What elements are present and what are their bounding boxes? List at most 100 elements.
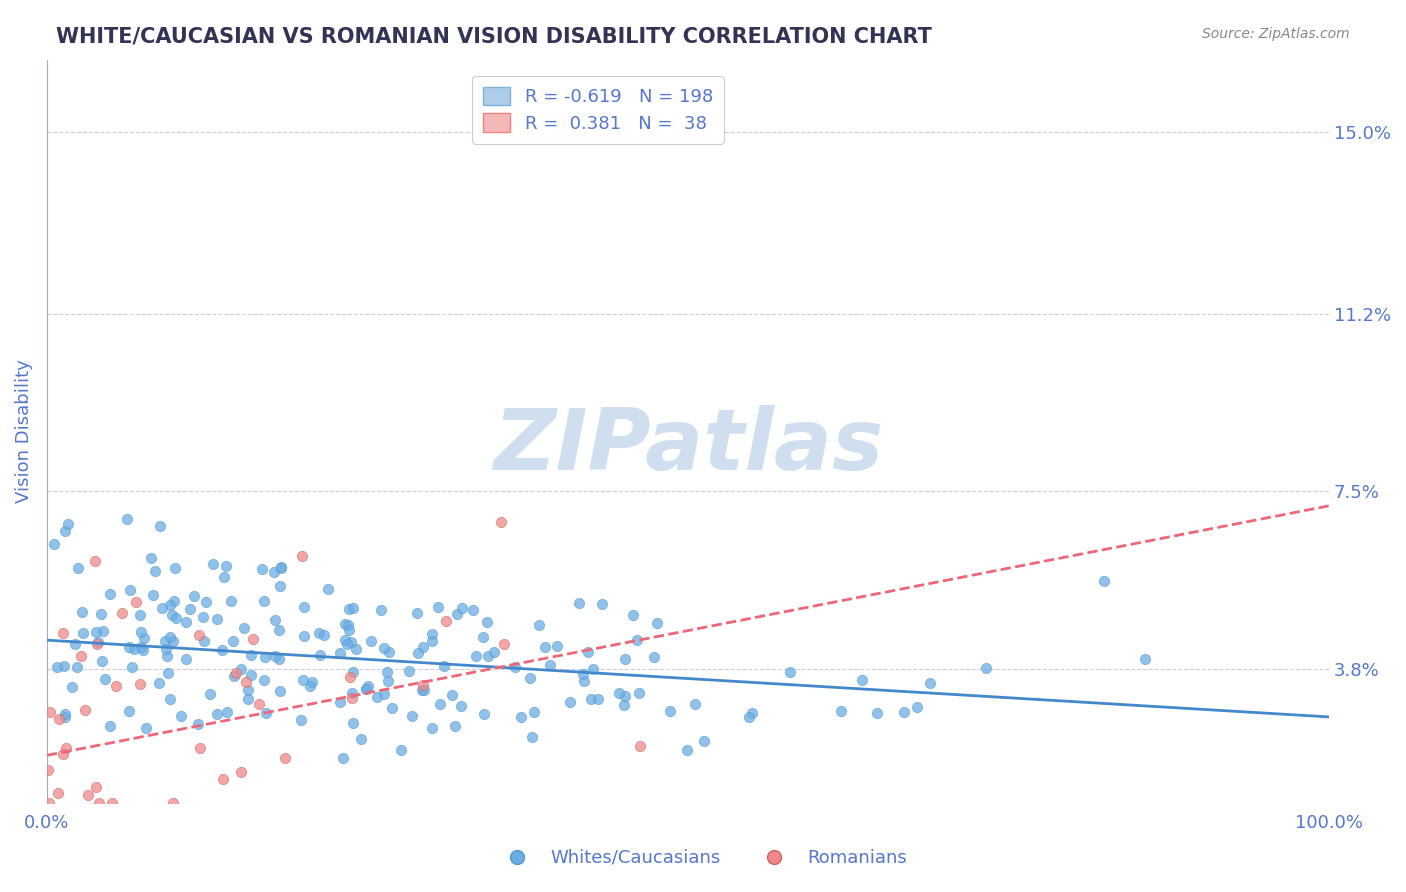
Whites/Caucasians bbox=[67, 560, 90, 574]
Whites/Caucasians bbox=[586, 691, 609, 706]
Whites/Caucasians bbox=[465, 648, 488, 663]
Whites/Caucasians bbox=[613, 651, 636, 665]
Whites/Caucasians bbox=[263, 613, 285, 627]
Whites/Caucasians bbox=[187, 717, 209, 731]
Romanians bbox=[39, 705, 62, 719]
Whites/Caucasians bbox=[1092, 574, 1115, 588]
Whites/Caucasians bbox=[482, 645, 505, 659]
Whites/Caucasians bbox=[830, 704, 852, 718]
Whites/Caucasians bbox=[53, 524, 76, 538]
Whites/Caucasians bbox=[420, 633, 443, 648]
Whites/Caucasians bbox=[522, 730, 544, 744]
Whites/Caucasians bbox=[308, 648, 330, 662]
Whites/Caucasians bbox=[389, 742, 412, 756]
Whites/Caucasians bbox=[429, 697, 451, 711]
Romanians bbox=[242, 632, 264, 646]
Whites/Caucasians bbox=[398, 664, 420, 678]
Whites/Caucasians bbox=[252, 673, 274, 687]
Whites/Caucasians bbox=[329, 646, 352, 660]
Whites/Caucasians bbox=[98, 718, 121, 732]
Romanians bbox=[124, 595, 146, 609]
Whites/Caucasians bbox=[129, 608, 152, 623]
Whites/Caucasians bbox=[546, 639, 568, 653]
Whites/Caucasians bbox=[333, 632, 356, 647]
Whites/Caucasians bbox=[239, 648, 262, 662]
Whites/Caucasians bbox=[253, 594, 276, 608]
Whites/Caucasians bbox=[269, 684, 291, 698]
Romanians bbox=[187, 628, 209, 642]
Whites/Caucasians bbox=[920, 676, 942, 690]
Whites/Caucasians bbox=[214, 569, 236, 583]
Whites/Caucasians bbox=[162, 607, 184, 622]
Whites/Caucasians bbox=[571, 667, 593, 681]
Whites/Caucasians bbox=[519, 671, 541, 685]
Whites/Caucasians bbox=[200, 687, 222, 701]
Text: WHITE/CAUCASIAN VS ROMANIAN VISION DISABILITY CORRELATION CHART: WHITE/CAUCASIAN VS ROMANIAN VISION DISAB… bbox=[56, 27, 932, 46]
Whites/Caucasians bbox=[893, 706, 915, 720]
Whites/Caucasians bbox=[1133, 652, 1156, 666]
Whites/Caucasians bbox=[169, 708, 191, 723]
Whites/Caucasians bbox=[370, 602, 392, 616]
Romanians bbox=[69, 648, 91, 663]
Text: ZIPatlas: ZIPatlas bbox=[494, 405, 883, 488]
Romanians bbox=[188, 740, 211, 755]
Whites/Caucasians bbox=[411, 683, 433, 698]
Whites/Caucasians bbox=[412, 640, 434, 654]
Romanians bbox=[38, 797, 60, 811]
Whites/Caucasians bbox=[72, 626, 94, 640]
Romanians bbox=[104, 679, 127, 693]
Whites/Caucasians bbox=[219, 593, 242, 607]
Whites/Caucasians bbox=[432, 658, 454, 673]
Whites/Caucasians bbox=[193, 634, 215, 648]
Whites/Caucasians bbox=[156, 649, 179, 664]
Whites/Caucasians bbox=[239, 667, 262, 681]
Whites/Caucasians bbox=[267, 651, 290, 665]
Whites/Caucasians bbox=[446, 607, 468, 621]
Whites/Caucasians bbox=[179, 601, 201, 615]
Whites/Caucasians bbox=[60, 680, 83, 694]
Whites/Caucasians bbox=[132, 631, 155, 645]
Whites/Caucasians bbox=[866, 706, 889, 720]
Whites/Caucasians bbox=[162, 633, 184, 648]
Whites/Caucasians bbox=[84, 624, 107, 639]
Whites/Caucasians bbox=[120, 582, 142, 597]
Whites/Caucasians bbox=[406, 647, 429, 661]
Whites/Caucasians bbox=[90, 607, 112, 621]
Whites/Caucasians bbox=[270, 560, 292, 574]
Text: Source: ZipAtlas.com: Source: ZipAtlas.com bbox=[1202, 27, 1350, 41]
Whites/Caucasians bbox=[612, 698, 634, 712]
Whites/Caucasians bbox=[292, 599, 315, 614]
Whites/Caucasians bbox=[356, 681, 378, 696]
Whites/Caucasians bbox=[381, 700, 404, 714]
Whites/Caucasians bbox=[155, 642, 177, 657]
Whites/Caucasians bbox=[538, 657, 561, 672]
Romanians bbox=[339, 670, 361, 684]
Whites/Caucasians bbox=[53, 709, 76, 723]
Whites/Caucasians bbox=[66, 660, 89, 674]
Whites/Caucasians bbox=[129, 624, 152, 639]
Whites/Caucasians bbox=[332, 751, 354, 765]
Whites/Caucasians bbox=[426, 599, 449, 614]
Whites/Caucasians bbox=[420, 721, 443, 735]
Whites/Caucasians bbox=[337, 623, 360, 637]
Whites/Caucasians bbox=[292, 629, 315, 643]
Whites/Caucasians bbox=[344, 642, 367, 657]
Whites/Caucasians bbox=[360, 634, 382, 648]
Whites/Caucasians bbox=[139, 550, 162, 565]
Legend: Whites/Caucasians, Romanians: Whites/Caucasians, Romanians bbox=[492, 842, 914, 874]
Whites/Caucasians bbox=[401, 709, 423, 723]
Whites/Caucasians bbox=[142, 588, 165, 602]
Romanians bbox=[235, 675, 257, 690]
Whites/Caucasians bbox=[337, 618, 360, 632]
Whites/Caucasians bbox=[342, 665, 364, 679]
Whites/Caucasians bbox=[224, 669, 246, 683]
Romanians bbox=[77, 788, 100, 802]
Whites/Caucasians bbox=[375, 665, 398, 680]
Whites/Caucasians bbox=[582, 662, 605, 676]
Whites/Caucasians bbox=[472, 630, 495, 644]
Whites/Caucasians bbox=[318, 582, 340, 596]
Romanians bbox=[492, 637, 515, 651]
Romanians bbox=[87, 797, 110, 811]
Whites/Caucasians bbox=[149, 518, 172, 533]
Romanians bbox=[434, 615, 457, 629]
